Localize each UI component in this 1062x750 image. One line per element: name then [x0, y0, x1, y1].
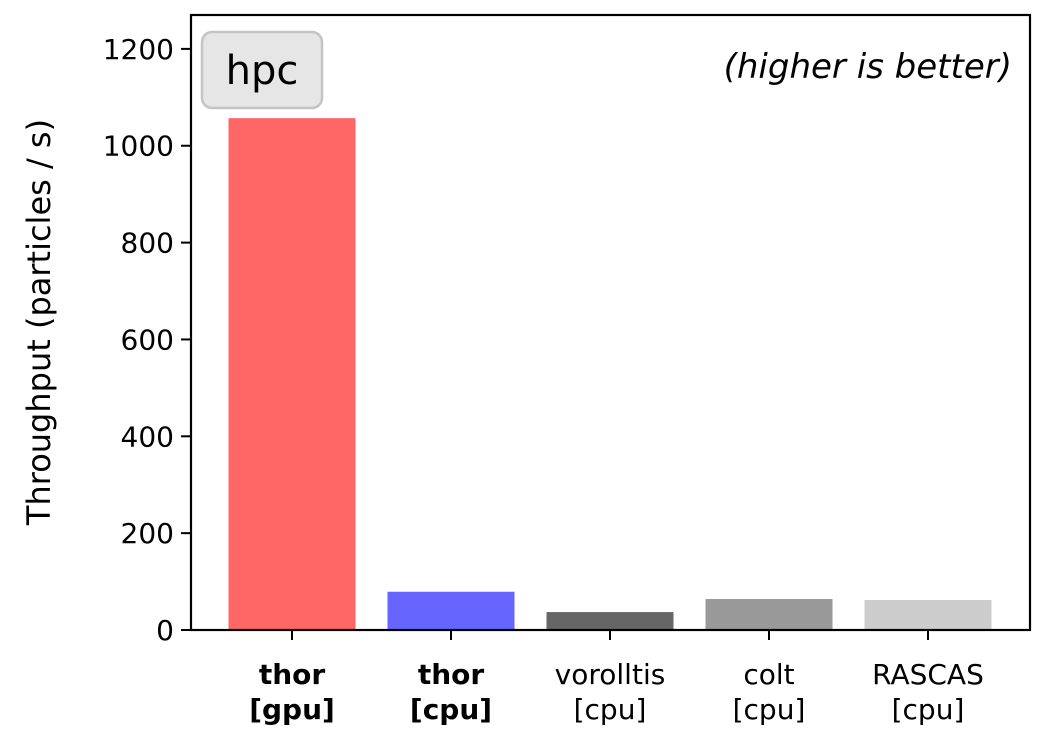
- y-tick-label: 800: [121, 227, 174, 260]
- x-tick-label: thor: [259, 658, 326, 691]
- bar-0: [228, 118, 356, 631]
- bar-4: [864, 599, 992, 630]
- x-tick-label: [cpu]: [574, 693, 647, 726]
- y-tick-label: 600: [121, 323, 174, 356]
- y-tick-label: 1000: [103, 130, 174, 163]
- y-tick-label: 1200: [103, 33, 174, 66]
- x-tick-label: colt: [743, 658, 794, 691]
- x-tick-label: thor: [418, 658, 485, 691]
- y-tick-label: 200: [121, 517, 174, 550]
- y-axis-label: Throughput (particles / s): [20, 119, 58, 526]
- label-box: [200, 30, 324, 110]
- x-tick-label: [cpu]: [410, 693, 492, 726]
- bar-2: [546, 612, 674, 630]
- x-tick-label: vorolltis: [555, 658, 666, 691]
- label-box-text: hpc: [226, 48, 299, 94]
- x-tick-label: [gpu]: [249, 693, 335, 726]
- x-tick-label: [cpu]: [892, 693, 965, 726]
- annotation: (higher is better): [724, 47, 1012, 87]
- bar-1: [387, 591, 515, 630]
- x-tick-label: [cpu]: [733, 693, 806, 726]
- bar-3: [705, 599, 833, 630]
- x-tick-label: RASCAS: [872, 658, 984, 691]
- y-tick-label: 0: [156, 614, 174, 647]
- y-tick-label: 400: [121, 420, 174, 453]
